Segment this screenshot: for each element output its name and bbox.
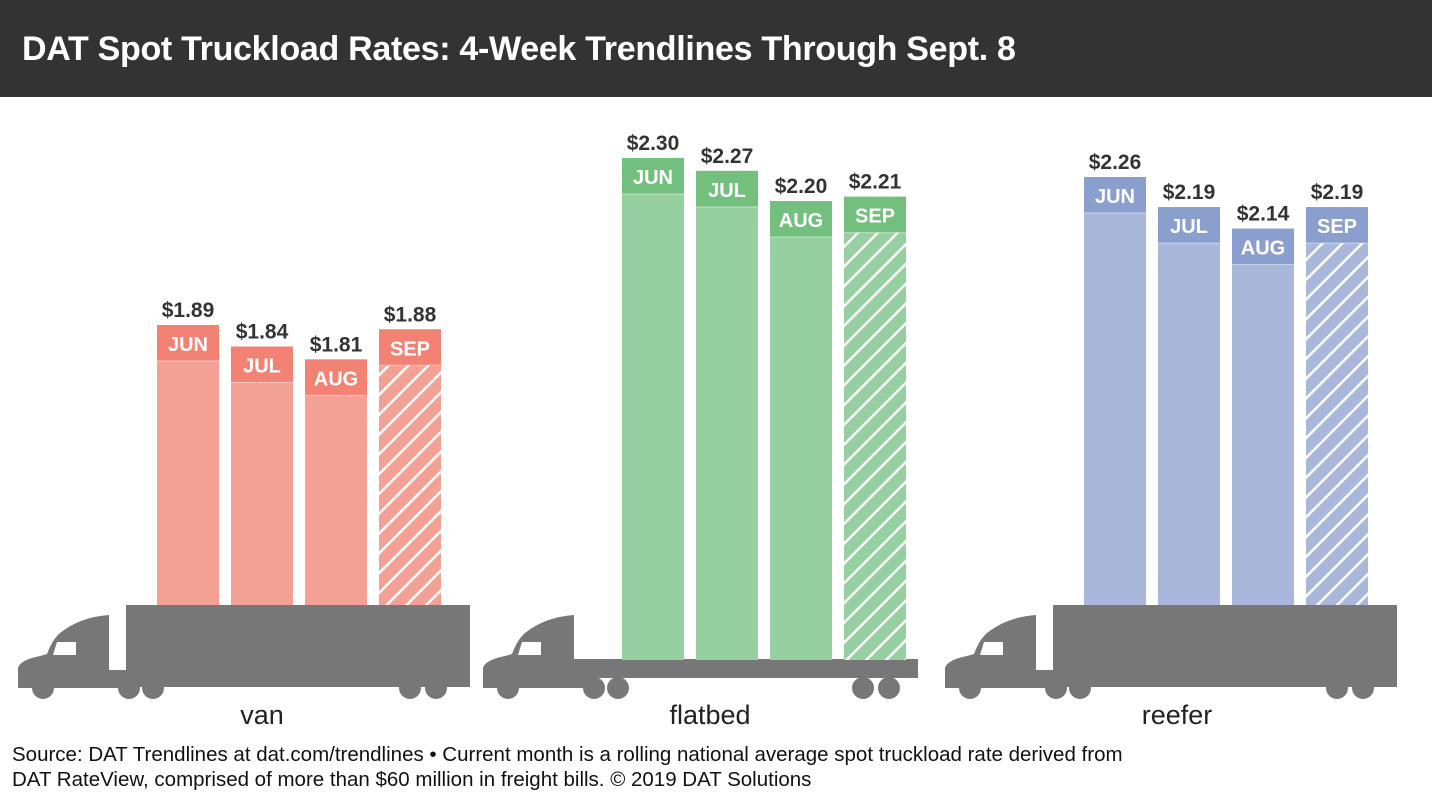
category-label: SEP <box>1317 216 1357 238</box>
data-label: $2.19 <box>1311 181 1364 204</box>
bar-cap-reefer-jun <box>1084 177 1146 213</box>
bar-flatbed-sep <box>844 196 906 660</box>
category-label: JUL <box>243 356 281 378</box>
bar-van-aug <box>305 359 367 605</box>
data-label: $2.20 <box>775 175 828 198</box>
category-label: JUN <box>633 167 673 189</box>
bar-reefer-jun <box>1084 177 1146 605</box>
category-label: SEP <box>390 338 430 360</box>
group-label-van: van <box>240 700 284 730</box>
source-line-1: Source: DAT Trendlines at dat.com/trendl… <box>12 743 1123 766</box>
bar-reefer-aug <box>1232 228 1294 605</box>
bar-cap-van-aug <box>305 359 367 396</box>
data-label: $2.14 <box>1237 203 1290 226</box>
data-label: $1.88 <box>384 303 437 326</box>
bar-cap-van-jun <box>157 325 219 361</box>
bar-reefer-jul <box>1158 207 1220 605</box>
data-label: $1.81 <box>310 333 363 356</box>
reefer-truck-icon <box>945 605 1397 699</box>
data-label: $2.21 <box>849 171 902 194</box>
bar-cap-flatbed-sep <box>844 196 906 233</box>
source-line-2: DAT RateView, comprised of more than $60… <box>12 768 812 791</box>
flatbed-truck-icon <box>483 615 918 699</box>
category-label: AUG <box>314 368 358 390</box>
data-label: $2.26 <box>1089 151 1142 174</box>
bar-van-jul <box>231 346 293 605</box>
group-label-flatbed: flatbed <box>669 700 750 730</box>
data-label: $1.89 <box>162 299 215 322</box>
van-truck-icon <box>18 605 470 699</box>
bar-cap-reefer-aug <box>1232 228 1294 265</box>
category-label: JUN <box>168 334 208 356</box>
bar-flatbed-jun <box>622 158 684 660</box>
bar-cap-flatbed-jun <box>622 158 684 194</box>
data-label: $1.84 <box>236 321 289 344</box>
bar-reefer-sep <box>1306 207 1368 605</box>
category-label: JUL <box>1170 216 1208 238</box>
category-label: SEP <box>855 206 895 228</box>
category-label: JUN <box>1095 186 1135 208</box>
header-bar: DAT Spot Truckload Rates: 4-Week Trendli… <box>0 0 1432 97</box>
bar-cap-flatbed-jul <box>696 170 758 207</box>
category-label: AUG <box>1241 238 1285 260</box>
data-label: $2.19 <box>1163 181 1216 204</box>
bar-cap-reefer-sep <box>1306 207 1368 244</box>
chart-title: DAT Spot Truckload Rates: 4-Week Trendli… <box>22 30 1016 68</box>
data-label: $2.27 <box>701 145 754 168</box>
category-label: JUL <box>708 180 746 202</box>
source-note: Source: DAT Trendlines at dat.com/trendl… <box>12 742 1422 792</box>
bar-cap-reefer-jul <box>1158 207 1220 244</box>
bar-van-sep <box>379 329 441 605</box>
bar-cap-van-sep <box>379 329 441 366</box>
bar-van-jun <box>157 325 219 605</box>
bar-flatbed-jul <box>696 170 758 660</box>
group-label-reefer: reefer <box>1142 700 1213 730</box>
category-label: AUG <box>779 210 823 232</box>
bar-flatbed-aug <box>770 201 832 660</box>
data-label: $2.30 <box>627 132 680 155</box>
bar-cap-van-jul <box>231 346 293 383</box>
bar-cap-flatbed-aug <box>770 201 832 237</box>
